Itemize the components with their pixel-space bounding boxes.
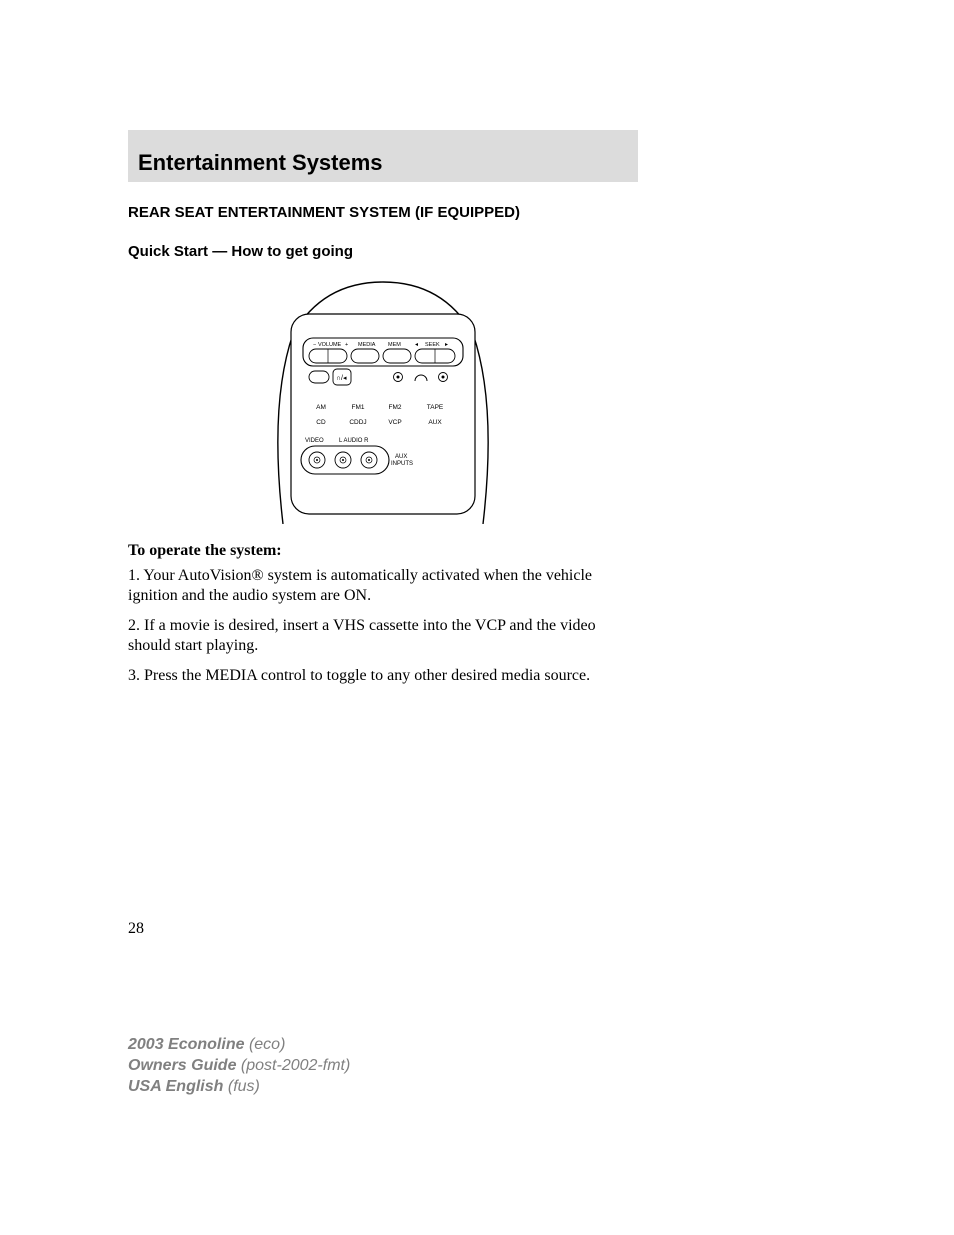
- rear-seat-unit-diagram: − VOLUME + MEDIA MEM ◂ SEEK ▸ ∩/◂: [128, 274, 638, 524]
- operate-step-1: 1. Your AutoVision® system is automatica…: [128, 566, 638, 606]
- l-audio-r-label: L AUDIO R: [339, 438, 369, 444]
- volume-plus-label: +: [345, 342, 348, 348]
- rca-audio-l-dot: [342, 459, 344, 461]
- src-am: AM: [316, 404, 326, 411]
- src-tape: TAPE: [427, 404, 444, 411]
- section-subtitle: Quick Start — How to get going: [128, 243, 638, 260]
- page-number: 28: [128, 920, 144, 938]
- footer-lang-code: (fus): [228, 1078, 260, 1095]
- media-label: MEDIA: [358, 342, 376, 348]
- section-title: REAR SEAT ENTERTAINMENT SYSTEM (IF EQUIP…: [128, 204, 638, 221]
- footer-model-code: (eco): [249, 1036, 285, 1053]
- operate-heading: To operate the system:: [128, 542, 638, 560]
- footer-guide: Owners Guide: [128, 1057, 241, 1074]
- src-aux: AUX: [428, 419, 442, 426]
- page-content: Entertainment Systems REAR SEAT ENTERTAI…: [128, 130, 638, 696]
- console-svg: − VOLUME + MEDIA MEM ◂ SEEK ▸ ∩/◂: [263, 274, 503, 524]
- rca-audio-r-dot: [368, 459, 370, 461]
- src-cd: CD: [316, 419, 326, 426]
- volume-label: VOLUME: [318, 342, 342, 348]
- volume-minus-label: −: [313, 342, 316, 348]
- page-title-bar: Entertainment Systems: [128, 130, 638, 182]
- headphone-power-label: ∩/◂: [336, 375, 347, 382]
- src-fm1: FM1: [352, 404, 365, 411]
- media-button: [351, 349, 379, 363]
- operate-step-2: 2. If a movie is desired, insert a VHS c…: [128, 616, 638, 656]
- jack-2-dot: [442, 376, 445, 379]
- jack-1-dot: [397, 376, 400, 379]
- rca-video-dot: [316, 459, 318, 461]
- page-title: Entertainment Systems: [138, 150, 383, 175]
- aux-rca-jacks: [309, 452, 377, 468]
- src-cddj: CDDJ: [349, 419, 366, 426]
- aux-inputs-label-2: INPUTS: [391, 461, 413, 467]
- operate-step-3: 3. Press the MEDIA control to toggle to …: [128, 666, 638, 686]
- small-button: [309, 371, 329, 383]
- footer-line-1: 2003 Econoline (eco): [128, 1035, 350, 1056]
- seek-right-icon: ▸: [445, 342, 448, 348]
- footer-guide-code: (post-2002-fmt): [241, 1057, 350, 1074]
- video-label: VIDEO: [305, 438, 324, 444]
- aux-inputs-label-1: AUX: [395, 454, 407, 460]
- src-fm2: FM2: [389, 404, 402, 411]
- footer-line-2: Owners Guide (post-2002-fmt): [128, 1056, 350, 1077]
- mem-button: [383, 349, 411, 363]
- footer-model: 2003 Econoline: [128, 1036, 249, 1053]
- mem-label: MEM: [388, 342, 401, 348]
- seek-label: SEEK: [425, 342, 440, 348]
- seek-left-icon: ◂: [415, 342, 418, 348]
- footer-lang: USA English: [128, 1078, 228, 1095]
- footer-line-3: USA English (fus): [128, 1077, 350, 1098]
- src-vcp: VCP: [388, 419, 401, 426]
- footer-block: 2003 Econoline (eco) Owners Guide (post-…: [128, 1035, 350, 1097]
